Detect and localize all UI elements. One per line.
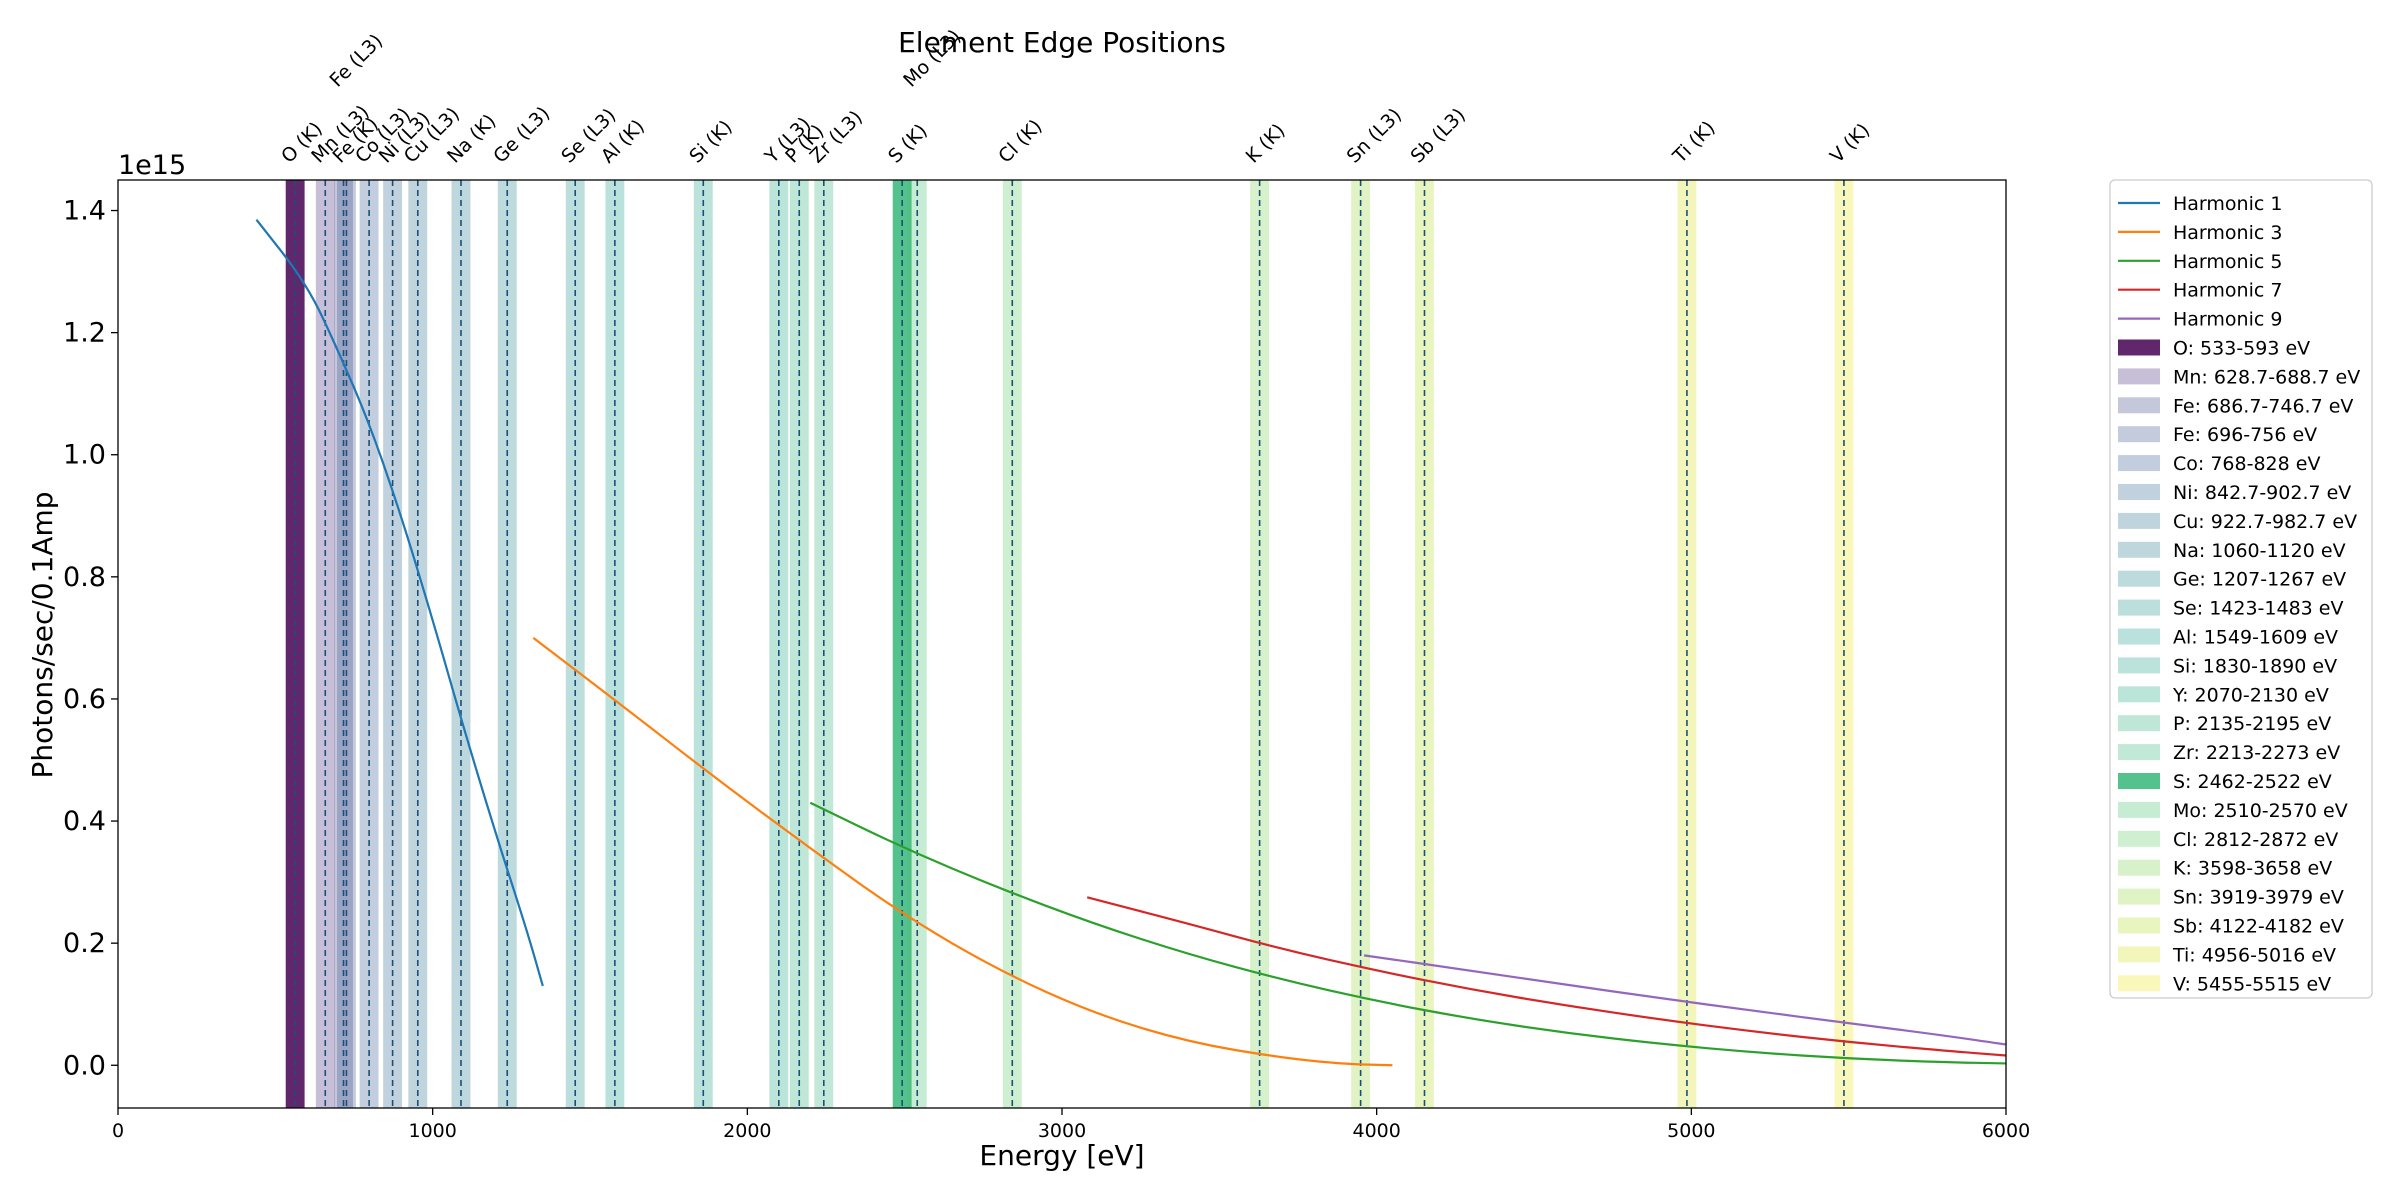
x-tick-label-2: 2000 (723, 1120, 771, 1142)
legend-swatch-3 (2118, 426, 2160, 443)
legend-edge-label-12: Y: 2070-2130 eV (2172, 684, 2329, 706)
legend-label-1: Harmonic 1 (2173, 193, 2282, 215)
legend-edge-label-21: Ti: 4956-5016 eV (2172, 944, 2336, 966)
y-tick-label-3: 0.6 (63, 684, 106, 715)
legend-edge-label-22: V: 5455-5515 eV (2173, 973, 2331, 995)
legend-edge-label-8: Ge: 1207-1267 eV (2173, 569, 2346, 591)
legend-swatch-0 (2118, 339, 2160, 356)
legend-swatch-22 (2118, 975, 2160, 992)
edge-label-22: V (K) (1826, 119, 1874, 167)
legend-edge-label-6: Cu: 922.7-982.7 eV (2173, 511, 2357, 533)
y-tick-label-5: 1.0 (63, 440, 106, 471)
series-line-3 (809, 801, 2007, 1065)
legend-swatch-12 (2118, 686, 2160, 703)
legend-swatch-17 (2118, 830, 2160, 847)
edge-label-11: Si (K) (685, 116, 736, 167)
legend-edge-label-16: Mo: 2510-2570 eV (2173, 800, 2348, 822)
y-tick-label-1: 0.2 (63, 928, 106, 959)
edge-marker-lines (294, 180, 1845, 1108)
edge-label-20: Sb (L3) (1406, 104, 1469, 167)
legend-edge-label-7: Na: 1060-1120 eV (2173, 540, 2346, 562)
legend-edge-label-11: Si: 1830-1890 eV (2173, 655, 2337, 677)
legend-swatch-5 (2118, 484, 2160, 500)
edge-label-18: K (K) (1242, 120, 1290, 168)
edge-label-19: Sn (L3) (1343, 104, 1406, 167)
legend-swatch-11 (2118, 657, 2160, 674)
legend-edge-label-19: Sn: 3919-3979 eV (2173, 887, 2344, 909)
legend-swatch-7 (2118, 541, 2160, 558)
legend-swatch-4 (2118, 455, 2160, 472)
x-tick-label-4: 4000 (1352, 1120, 1400, 1142)
series-line-2 (532, 637, 1393, 1067)
chart-title: Element Edge Positions (898, 26, 1226, 59)
series-line-1 (255, 219, 544, 987)
legend-swatch-20 (2118, 917, 2160, 934)
legend-edge-label-3: Fe: 696-756 eV (2173, 424, 2317, 446)
edge-label-21: Ti (K) (1668, 117, 1719, 168)
x-tick-label-0: 0 (112, 1120, 124, 1142)
harmonic-series (255, 219, 2007, 1067)
legend-swatch-9 (2118, 599, 2160, 616)
edge-label-15: S (K) (884, 120, 932, 168)
legend-edge-label-15: S: 2462-2522 eV (2173, 771, 2332, 793)
x-tick-label-5: 5000 (1667, 1120, 1715, 1142)
legend-label-2: Harmonic 3 (2173, 222, 2282, 244)
y-tick-label-4: 0.8 (63, 562, 106, 593)
y-offset-label: 1e15 (118, 150, 186, 181)
legend-edge-label-14: Zr: 2213-2273 eV (2173, 742, 2340, 764)
legend-edge-label-5: Ni: 842.7-902.7 eV (2173, 482, 2351, 504)
x-tick-label-6: 6000 (1982, 1120, 2030, 1142)
x-axis-ticks: 0 1000 2000 3000 4000 5000 6000 (112, 1108, 2030, 1142)
legend-frame (2109, 179, 2373, 999)
edge-label-8: Ge (L3) (489, 103, 554, 168)
legend-edge-label-17: Cl: 2812-2872 eV (2173, 829, 2338, 851)
legend-swatch-16 (2118, 801, 2160, 818)
legend-edge-label-13: P: 2135-2195 eV (2173, 713, 2331, 735)
y-axis-ticks: 0.0 0.2 0.4 0.6 0.8 1.0 1.2 1.4 (63, 196, 118, 1081)
edge-label-2: Fe (L3) (326, 30, 388, 92)
y-axis-label: Photons/sec/0.1Amp (26, 491, 59, 778)
legend-swatch-1 (2118, 368, 2160, 385)
legend-edge-label-18: K: 3598-3658 eV (2173, 858, 2332, 880)
legend-edge-label-10: Al: 1549-1609 eV (2173, 627, 2338, 649)
legend-swatch-10 (2118, 628, 2160, 645)
legend-swatch-2 (2118, 397, 2160, 414)
edge-label-17: Cl (K) (994, 115, 1046, 167)
legend-edge-label-20: Sb: 4122-4182 eV (2173, 916, 2344, 938)
y-tick-label-0: 0.0 (63, 1050, 106, 1081)
legend-edge-label-9: Se: 1423-1483 eV (2173, 598, 2343, 620)
legend-swatch-15 (2118, 773, 2160, 789)
x-axis-label: Energy [eV] (979, 1139, 1144, 1172)
legend-swatch-8 (2118, 570, 2160, 587)
legend-swatch-19 (2118, 888, 2160, 905)
legend-label-5: Harmonic 9 (2173, 309, 2282, 331)
legend-swatch-21 (2118, 946, 2160, 963)
legend-label-3: Harmonic 5 (2173, 251, 2282, 273)
y-tick-label-2: 0.4 (63, 806, 106, 837)
series-line-5 (1363, 954, 2007, 1046)
legend-swatch-6 (2118, 512, 2160, 529)
legend-swatch-14 (2118, 744, 2160, 761)
y-tick-label-6: 1.2 (63, 318, 106, 349)
legend: Harmonic 1 Harmonic 3 Harmonic 5 Harmonic 7… (2109, 179, 2373, 999)
legend-swatch-18 (2118, 859, 2160, 876)
series-line-4 (1086, 896, 2007, 1057)
x-tick-label-3: 3000 (1038, 1120, 1086, 1142)
legend-edge-label-0: O: 533-593 eV (2173, 338, 2310, 360)
legend-edge-label-1: Mn: 628.7-688.7 eV (2173, 366, 2360, 388)
y-tick-label-7: 1.4 (63, 196, 106, 227)
x-tick-label-1: 1000 (408, 1120, 456, 1142)
legend-label-4: Harmonic 7 (2173, 280, 2282, 302)
legend-swatch-13 (2118, 715, 2160, 732)
legend-edge-label-4: Co: 768-828 eV (2173, 453, 2320, 475)
legend-edge-label-2: Fe: 686.7-746.7 eV (2173, 395, 2353, 417)
edge-bands (285, 180, 1854, 1108)
